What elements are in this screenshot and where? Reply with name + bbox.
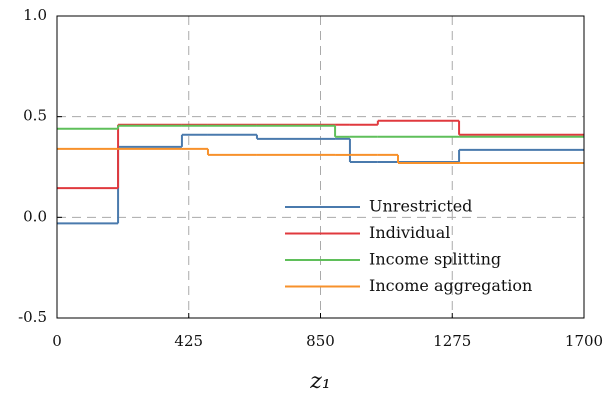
legend-label: Unrestricted [369,197,472,216]
x-tick-label: 425 [174,332,203,350]
y-tick-label: 0.0 [23,207,47,225]
x-tick-label: 1700 [565,332,603,350]
x-tick-label: 850 [306,332,335,350]
plot-frame [56,15,585,319]
y-tick-label: 1.0 [23,6,47,24]
legend-label: Individual [369,223,450,242]
x-axis-label: z₁ [309,369,330,394]
x-tick-label: 0 [52,332,62,350]
legend-label: Income aggregation [369,276,532,295]
y-tick-label: 0.5 [23,107,47,125]
y-tick-label: -0.5 [18,308,47,326]
legend-label: Income splitting [369,250,501,269]
x-tick-label: 1275 [433,332,471,350]
